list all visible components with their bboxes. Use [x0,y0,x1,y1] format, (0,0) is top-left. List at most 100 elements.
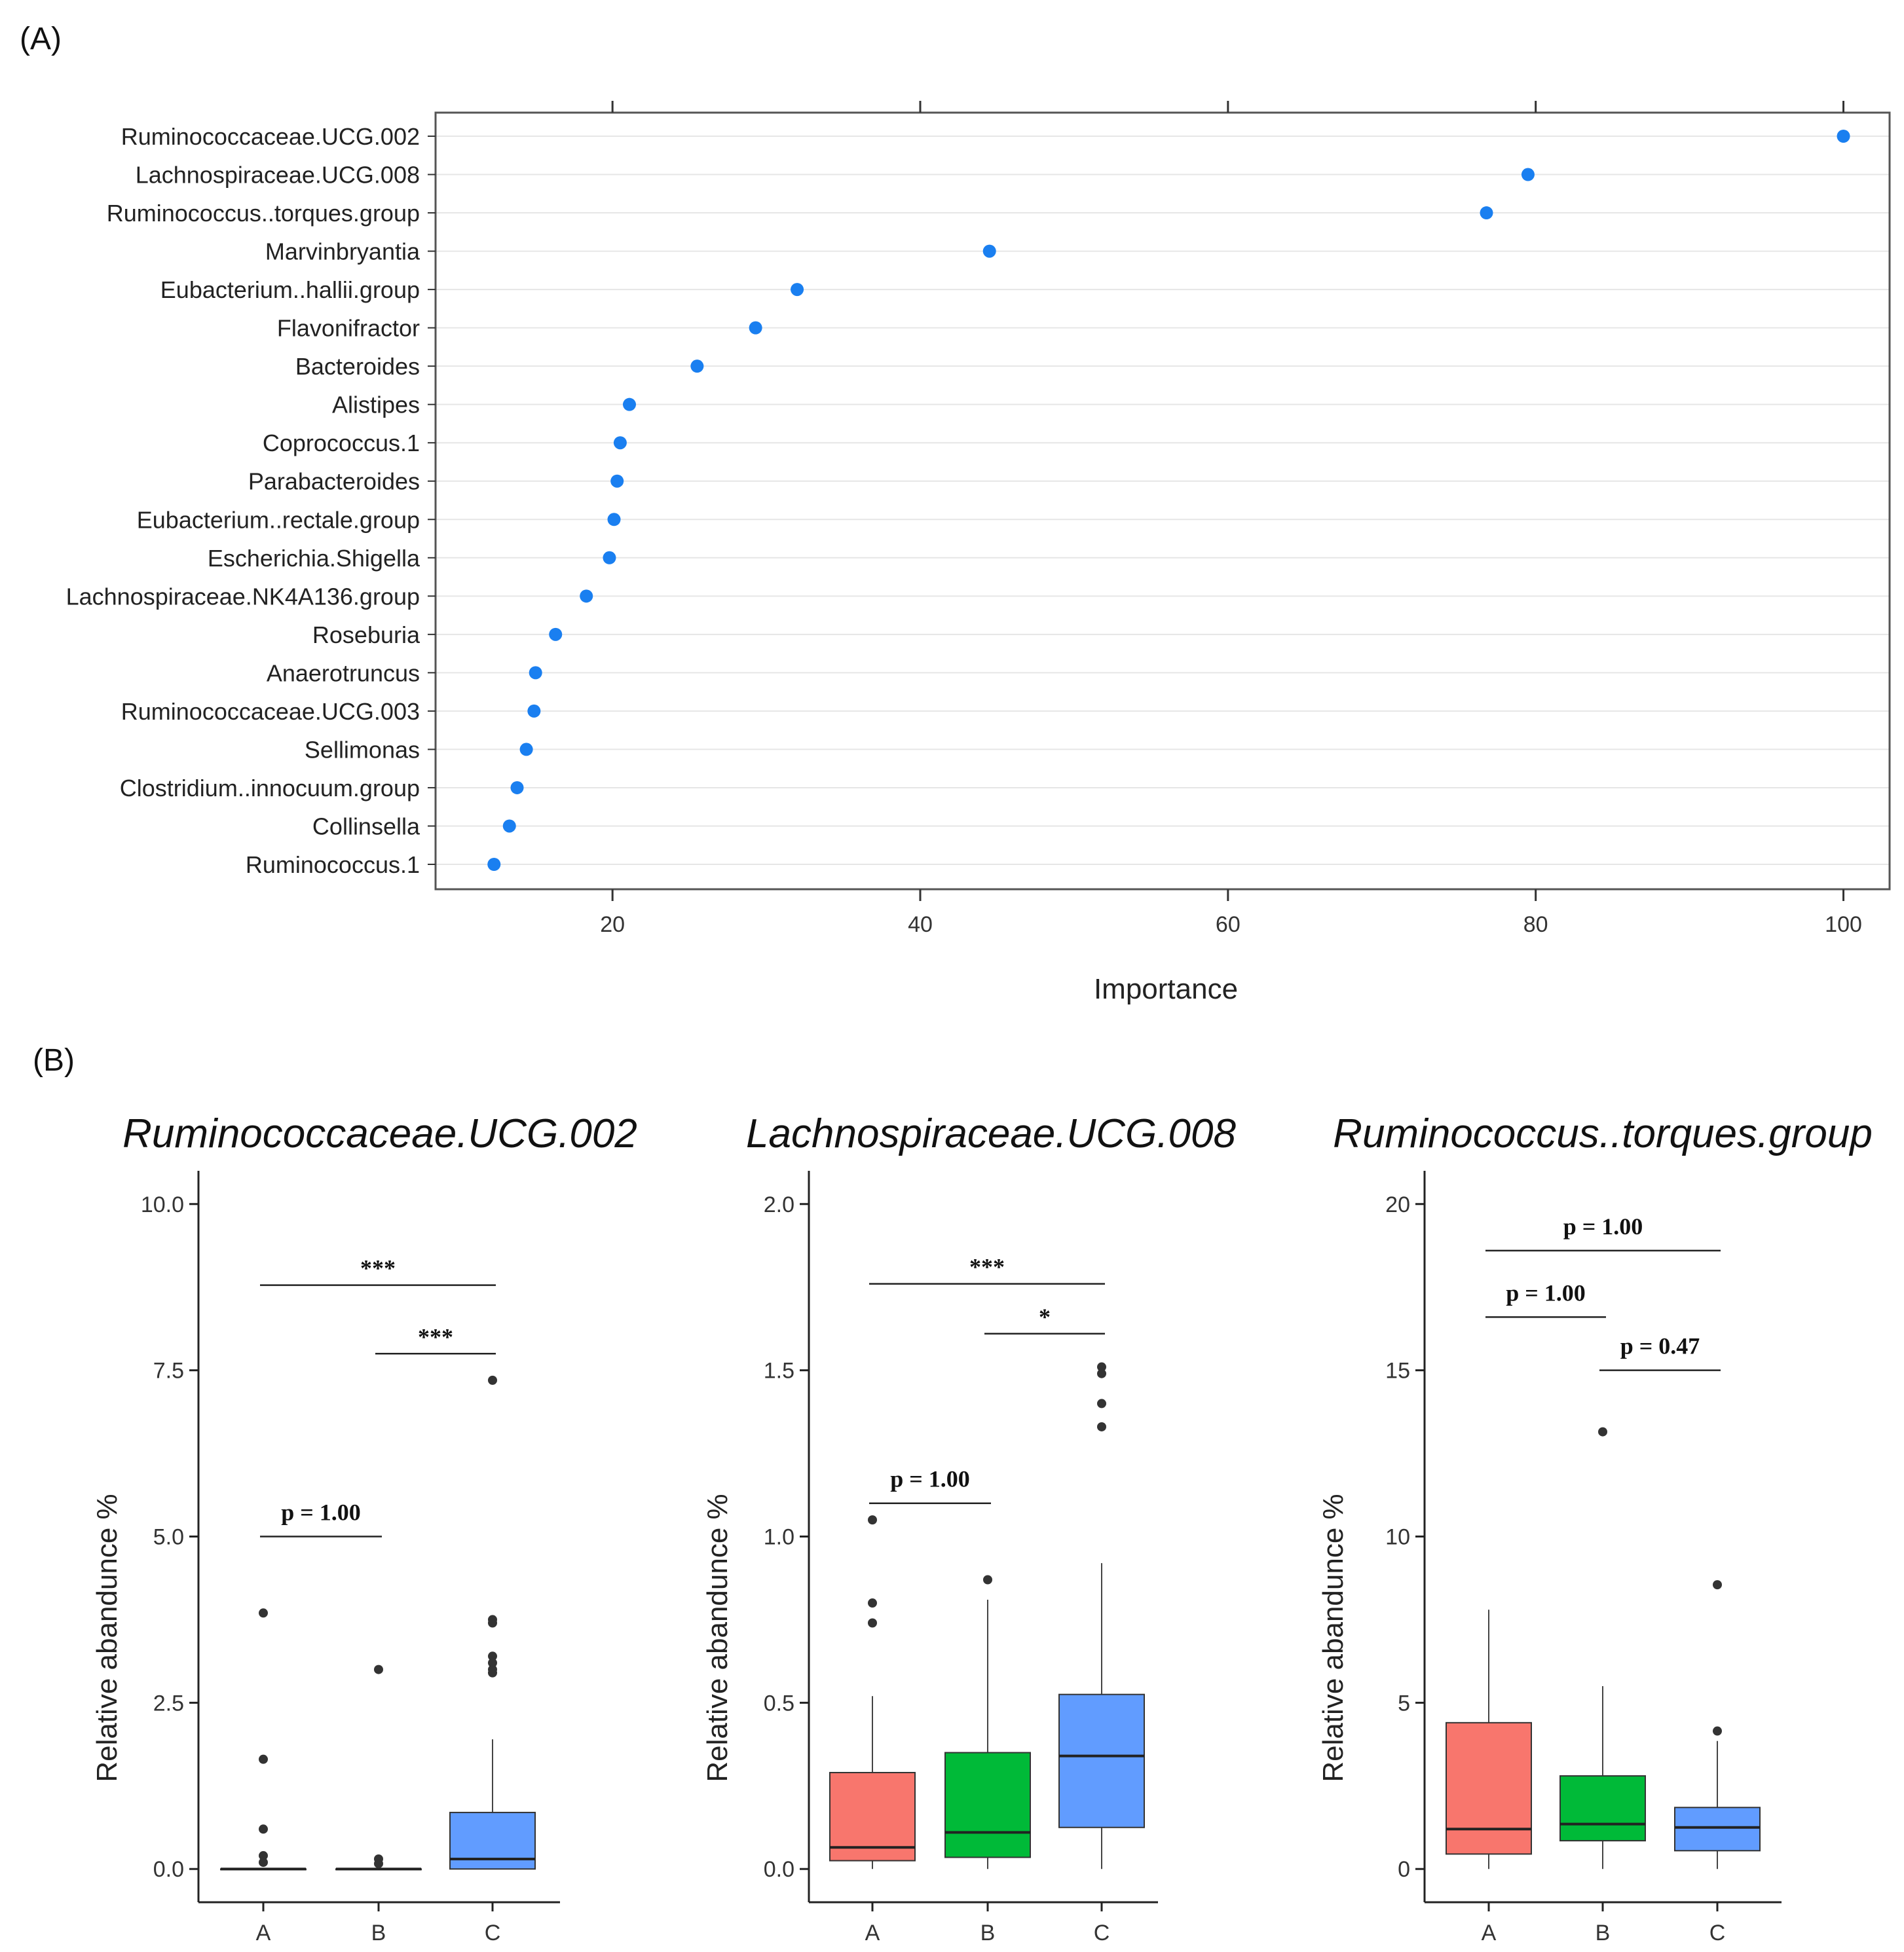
importance-point [749,321,762,335]
outlier-point [983,1575,992,1585]
outlier-point [1713,1726,1722,1736]
importance-point [791,283,804,297]
panel-b-label: (B) [33,1043,75,1078]
outlier-point [259,1824,268,1834]
significance-label: *** [418,1323,453,1350]
outlier-point [259,1851,268,1860]
x-tick-label: C [1709,1921,1726,1945]
box-a [829,1771,916,1862]
y-tick-label: 0 [1398,1857,1410,1882]
category-label: Lachnospiraceae.UCG.008 [136,162,420,189]
x-tick-label: B [1596,1921,1611,1945]
importance-point [519,743,533,756]
outlier-point [488,1651,497,1661]
plot-border [434,111,1891,891]
y-tick-label: 0.0 [153,1857,184,1882]
category-label: Bacteroides [295,353,420,380]
y-tick-label: 10 [1385,1525,1410,1550]
x-tick-label: A [1482,1921,1497,1945]
box-c [1674,1807,1761,1852]
importance-point [610,474,624,488]
category-label: Lachnospiraceae.NK4A136.group [66,583,420,610]
outlier-point [259,1754,268,1764]
category-label: Ruminococcaceae.UCG.002 [121,123,420,150]
category-label: Alistipes [332,392,420,418]
importance-point [1837,130,1850,143]
significance-label: p = 0.47 [1620,1333,1700,1359]
x-tick-label: 80 [1523,912,1548,937]
importance-point [982,244,996,258]
box-c [449,1811,536,1870]
significance-label: p = 1.00 [281,1500,361,1526]
boxplot-title: Ruminococcaceae.UCG.002 [122,1111,637,1156]
significance-label: p = 1.00 [890,1466,970,1492]
category-label: Collinsella [312,813,420,839]
outlier-point [1097,1369,1106,1378]
x-tick-label: A [256,1921,271,1945]
category-label: Eubacterium..hallii.group [160,276,420,303]
importance-point [603,551,616,564]
category-label: Sellimonas [305,736,420,763]
outlier-point [488,1375,497,1385]
category-label: Parabacteroides [248,468,420,495]
x-axis-title: Importance [1094,973,1238,1005]
significance-label: * [1039,1304,1051,1330]
x-tick-label: 20 [600,912,625,937]
box-b [944,1752,1031,1858]
importance-point [549,627,563,641]
category-label: Flavonifractor [277,315,420,342]
x-tick-label: A [865,1921,880,1945]
y-tick-label: 2.5 [153,1691,184,1716]
y-tick-label: 2.0 [764,1192,794,1217]
x-tick-label: B [371,1921,386,1945]
category-label: Clostridium..innocuum.group [120,775,420,801]
outlier-point [868,1618,877,1628]
significance-label: *** [360,1255,396,1281]
importance-point [580,589,593,603]
importance-point [613,436,627,450]
y-axis-title: Relative abandunce % [1317,1494,1349,1782]
panel-a-label: (A) [20,22,62,56]
importance-point [487,858,501,871]
category-label: Roseburia [312,621,420,648]
category-label: Marvinbryantia [265,238,420,265]
outlier-point [488,1668,497,1678]
importance-point [1521,168,1535,181]
category-label: Escherichia.Shigella [208,545,420,572]
category-label: Anaerotruncus [267,659,420,686]
outlier-point [1598,1427,1607,1437]
significance-label: p = 1.00 [1563,1213,1643,1240]
y-axis-title: Relative abandunce % [701,1494,734,1782]
outlier-point [868,1598,877,1608]
y-axis-title: Relative abandunce % [91,1494,123,1782]
boxplot-title: Ruminococcus..torques.group [1333,1111,1873,1156]
category-label: Eubacterium..rectale.group [137,506,420,533]
outlier-point [1713,1580,1722,1590]
category-label: Ruminococcus..torques.group [107,200,420,227]
category-label: Ruminococcaceae.UCG.003 [121,698,420,725]
boxplot-title: Lachnospiraceae.UCG.008 [746,1111,1236,1156]
y-tick-label: 7.5 [153,1359,184,1384]
x-tick-label: 60 [1216,912,1241,937]
importance-point [527,704,541,718]
outlier-point [374,1665,383,1674]
x-tick-label: C [1094,1921,1110,1945]
importance-dot-plot: 20 40 60 80 100 Ruminococcaceae.UCG.002 Lachno… [66,101,1891,1005]
importance-point [1480,206,1493,220]
boxplot-3: Ruminococcus..torques.group 0 5 10 15 20 Relat… [1317,1111,1873,1945]
y-tick-label: 0.0 [764,1857,794,1882]
outlier-point [1097,1362,1106,1372]
x-tick-label: B [980,1921,996,1945]
y-tick-label: 1.0 [764,1525,794,1550]
significance-label: *** [969,1254,1005,1280]
y-tick-label: 15 [1385,1359,1410,1384]
outlier-point [488,1618,497,1628]
x-tick-label: 100 [1825,912,1862,937]
importance-point [510,781,524,794]
y-tick-label: 20 [1385,1192,1410,1217]
importance-point [529,666,542,680]
y-tick-label: 1.5 [764,1359,794,1384]
boxplot-panels: Ruminococcaceae.UCG.002 0.0 2.5 5.0 7.5 10.0 R… [91,1111,1873,1945]
y-tick-label: 5.0 [153,1525,184,1550]
